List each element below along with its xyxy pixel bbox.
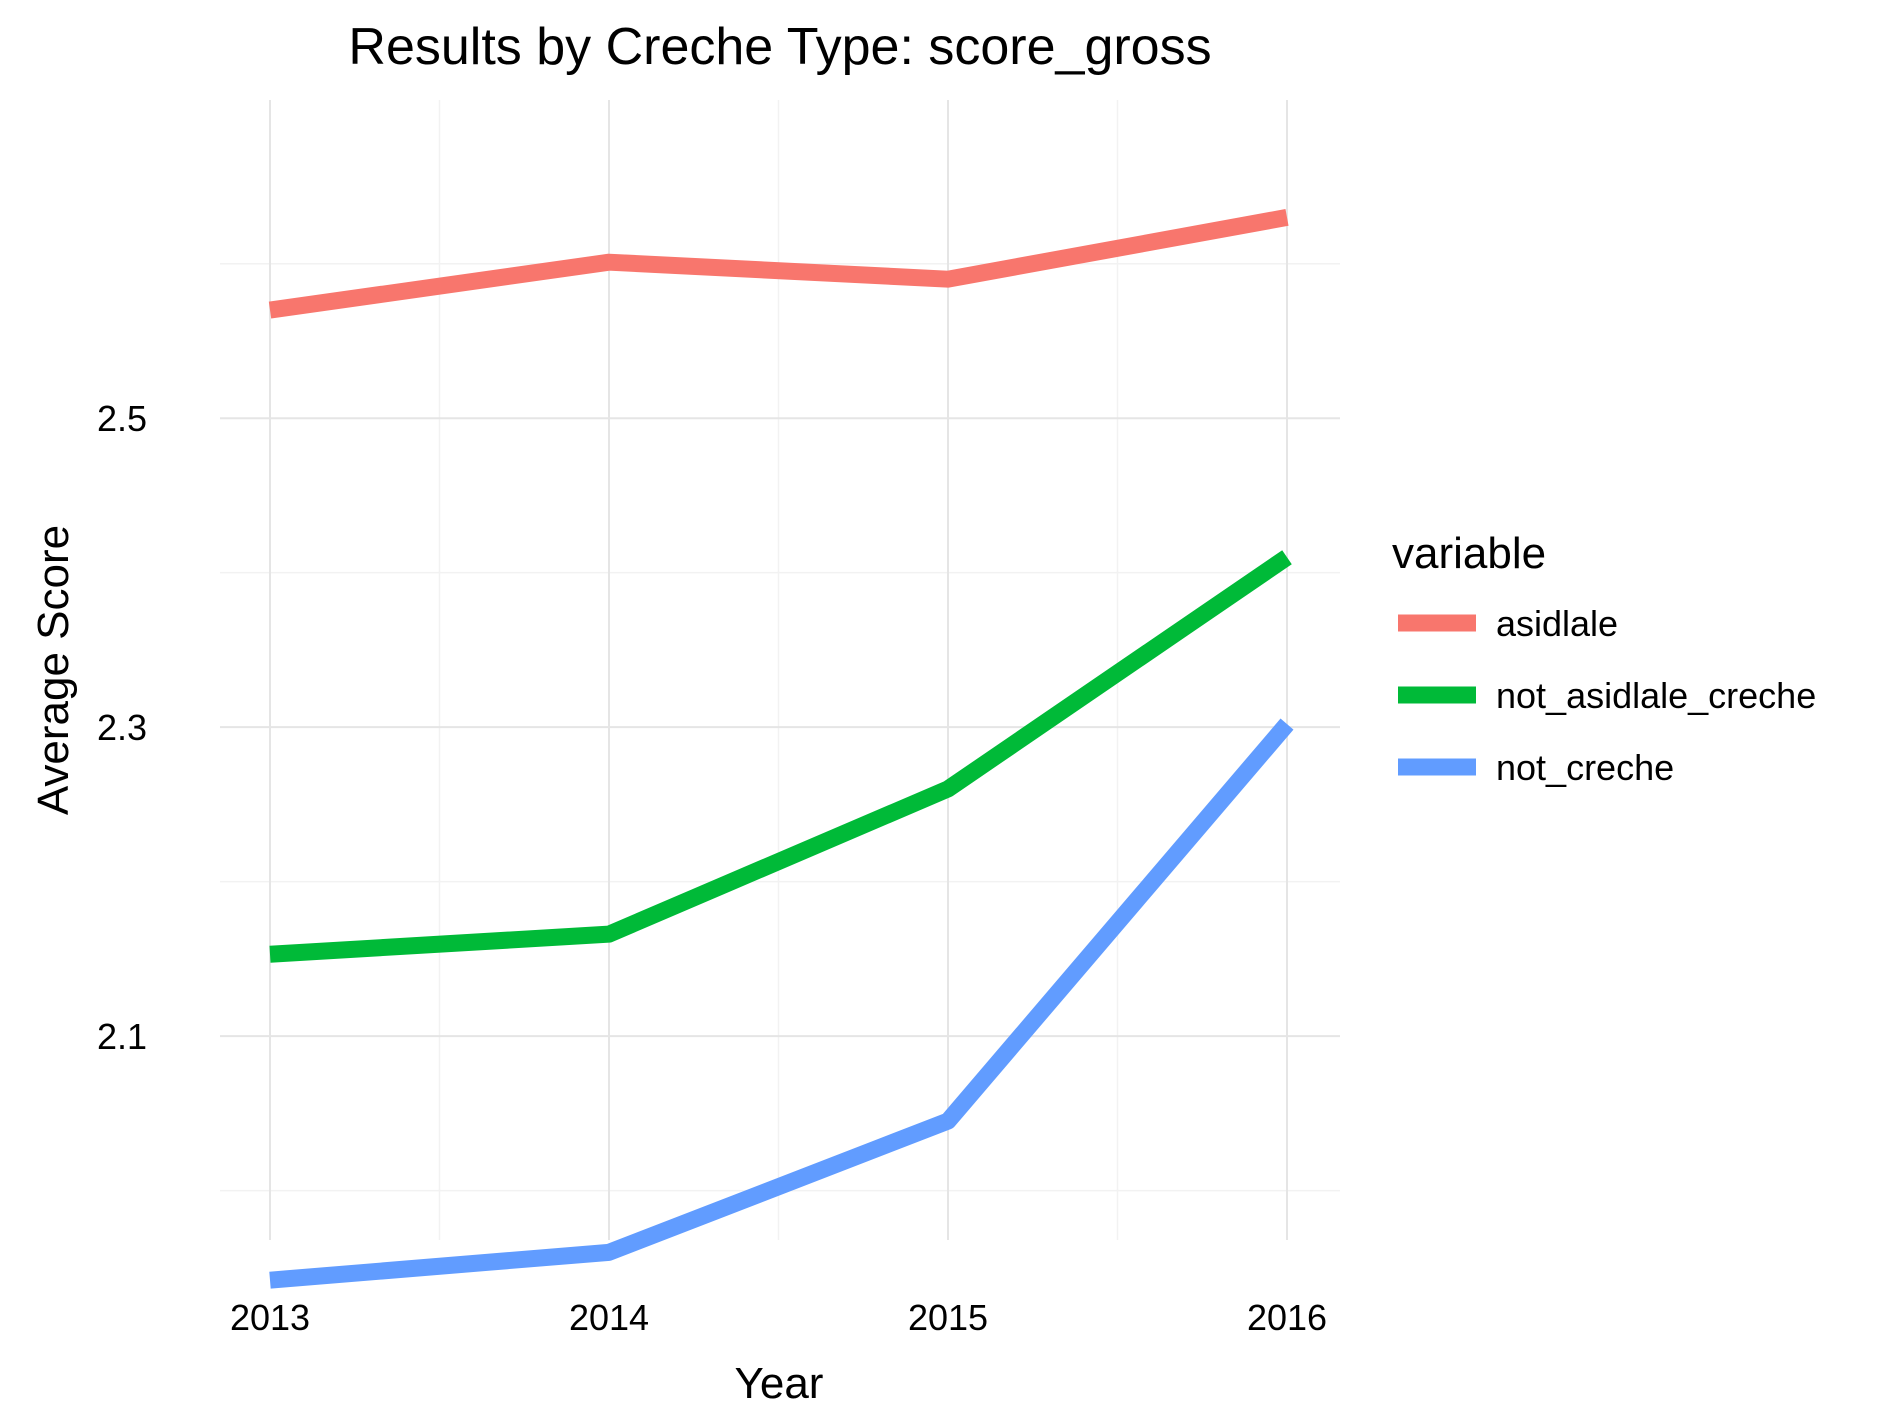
- y-tick-label: 2.5: [97, 398, 147, 439]
- legend-item: asidlale: [1398, 603, 1618, 644]
- legend-label: not_creche: [1496, 747, 1674, 788]
- x-tick-labels: 2013 2014 2015 2016: [230, 1297, 1327, 1338]
- chart-title: Results by Creche Type: score_gross: [348, 18, 1211, 76]
- legend-label: asidlale: [1496, 603, 1618, 644]
- grid-layer: [220, 100, 1340, 1240]
- legend-items: asidlale not_asidlale_creche not_creche: [1398, 603, 1816, 788]
- x-tick-label: 2016: [1247, 1297, 1327, 1338]
- x-tick-label: 2013: [230, 1297, 310, 1338]
- x-tick-label: 2015: [908, 1297, 988, 1338]
- y-tick-label: 2.1: [97, 1016, 147, 1057]
- series-line-not_creche: [269, 718, 1294, 1289]
- legend-item: not_asidlale_creche: [1398, 675, 1816, 716]
- x-axis-title: Year: [735, 1359, 824, 1408]
- y-tick-labels: 2.1 2.3 2.5: [97, 398, 147, 1057]
- y-tick-label: 2.3: [97, 707, 147, 748]
- y-axis-title: Average Score: [29, 525, 78, 815]
- legend-label: not_asidlale_creche: [1496, 675, 1816, 716]
- series-line-asidlale: [268, 209, 1289, 319]
- series-layer: [268, 209, 1294, 1289]
- legend: variable asidlale not_asidlale_creche not_…: [1392, 529, 1816, 788]
- x-tick-label: 2014: [569, 1297, 649, 1338]
- legend-item: not_creche: [1398, 747, 1674, 788]
- series-line-not_asidlale_creche: [269, 550, 1292, 963]
- legend-title: variable: [1392, 529, 1546, 578]
